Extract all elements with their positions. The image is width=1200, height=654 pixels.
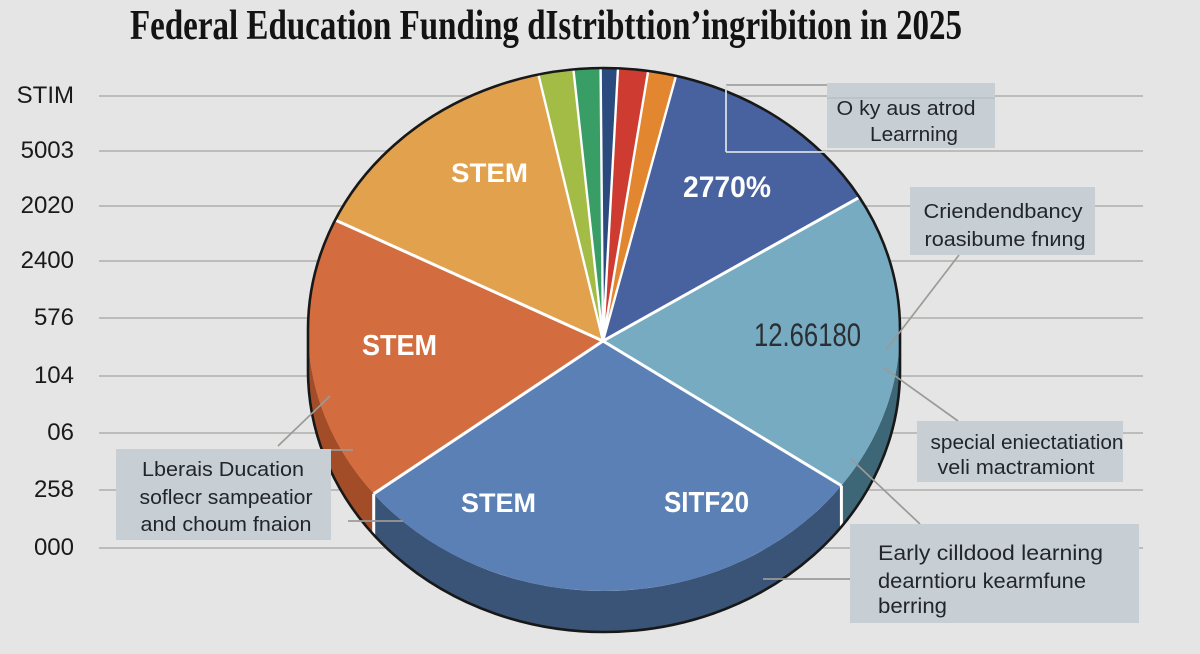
svg-text:2020: 2020 <box>21 192 74 219</box>
svg-text:dearntioru kearmfune: dearntioru kearmfune <box>878 570 1086 593</box>
svg-text:Federal Education Funding dIst: Federal Education Funding dIstribttionʼi… <box>130 3 962 49</box>
svg-text:SITF20: SITF20 <box>664 487 749 519</box>
svg-text:Learrning: Learrning <box>870 124 958 146</box>
svg-text:000: 000 <box>34 534 74 561</box>
svg-text:O ky aus atrod: O ky aus atrod <box>837 98 976 120</box>
svg-text:06: 06 <box>47 419 74 446</box>
svg-text:104: 104 <box>34 362 74 389</box>
svg-text:Lberais Ducation: Lberais Ducation <box>142 459 304 481</box>
svg-text:Criendendbancy: Criendendbancy <box>924 201 1083 223</box>
svg-text:576: 576 <box>34 304 74 331</box>
svg-text:Early cilldood learning: Early cilldood learning <box>878 542 1103 565</box>
svg-text:berring: berring <box>878 595 947 618</box>
svg-text:2400: 2400 <box>21 247 74 274</box>
svg-text:veli mactramiont: veli mactramiont <box>938 457 1095 479</box>
svg-text:STIM: STIM <box>17 82 74 109</box>
svg-text:2770%: 2770% <box>683 171 771 204</box>
svg-text:STEM: STEM <box>451 158 528 188</box>
svg-text:soflecr sampeatior: soflecr sampeatior <box>140 487 313 509</box>
svg-text:roasibume fnиng: roasibume fnиng <box>925 229 1086 251</box>
svg-text:special eniectatiation: special eniectatiation <box>931 432 1124 454</box>
svg-text:258: 258 <box>34 476 74 503</box>
svg-text:12.66180: 12.66180 <box>754 317 861 353</box>
svg-text:STEM: STEM <box>362 330 437 362</box>
svg-text:STEM: STEM <box>461 488 536 518</box>
svg-text:5003: 5003 <box>21 137 74 164</box>
svg-text:and choum fnaion: and choum fnaion <box>141 514 312 536</box>
